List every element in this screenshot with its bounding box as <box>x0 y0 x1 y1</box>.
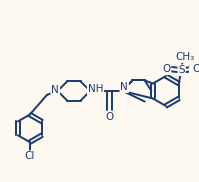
Text: O: O <box>105 112 113 122</box>
Text: O: O <box>162 64 171 74</box>
Text: S: S <box>178 65 185 75</box>
Text: Cl: Cl <box>25 151 35 161</box>
Text: CH₃: CH₃ <box>175 52 195 62</box>
Text: NH: NH <box>88 84 103 94</box>
Text: O: O <box>193 64 199 74</box>
Text: N: N <box>51 85 59 95</box>
Text: N: N <box>120 82 128 92</box>
